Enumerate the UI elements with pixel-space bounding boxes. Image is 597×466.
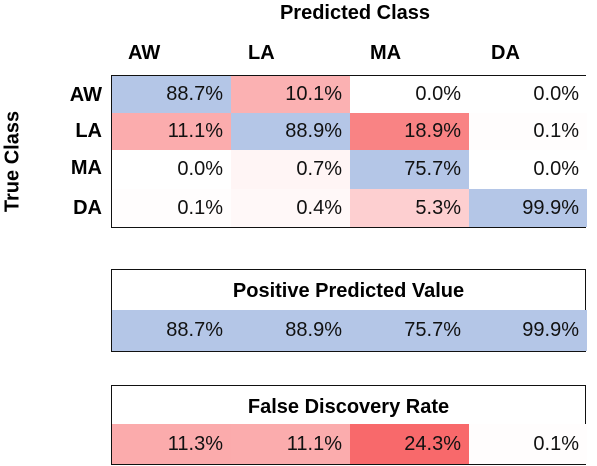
matrix-cell: 88.9% bbox=[231, 113, 350, 150]
true-class-axis-title: True Class bbox=[1, 110, 24, 213]
matrix-cell: 0.0% bbox=[112, 150, 231, 189]
matrix-cell: 10.1% bbox=[231, 76, 350, 113]
ppv-title: Positive Predicted Value bbox=[232, 280, 465, 302]
column-label-da: DA bbox=[491, 42, 520, 64]
ppv-cell: 88.7% bbox=[112, 310, 231, 351]
row-label-la: LA bbox=[75, 120, 102, 142]
fdr-title: False Discovery Rate bbox=[247, 396, 450, 418]
row-label-ma: MA bbox=[70, 157, 102, 179]
matrix-cell: 0.0% bbox=[469, 76, 587, 113]
matrix-cell: 0.0% bbox=[350, 76, 469, 113]
confusion-matrix: 88.7% 10.1% 0.0% 0.0% 11.1% 88.9% 18.9% 0.1% 0.0… bbox=[111, 75, 587, 228]
ppv-panel: Positive Predicted Value 88.7% 88.9% 75.7%… bbox=[111, 269, 587, 352]
fdr-cell: 11.1% bbox=[231, 424, 350, 464]
fdr-cell: 0.1% bbox=[469, 424, 587, 464]
ppv-cell: 75.7% bbox=[350, 310, 469, 351]
column-label-la: LA bbox=[248, 42, 275, 64]
row-label-aw: AW bbox=[69, 84, 102, 106]
predicted-class-title: Predicted Class bbox=[279, 2, 431, 24]
matrix-cell: 88.7% bbox=[112, 76, 231, 113]
matrix-cell: 0.0% bbox=[469, 150, 587, 189]
row-label-da: DA bbox=[73, 197, 102, 219]
matrix-cell: 0.4% bbox=[231, 189, 350, 227]
matrix-cell: 0.1% bbox=[469, 113, 587, 150]
matrix-cell: 11.1% bbox=[112, 113, 231, 150]
column-label-aw: AW bbox=[128, 42, 161, 64]
matrix-cell: 0.1% bbox=[112, 189, 231, 227]
fdr-panel: False Discovery Rate 11.3% 11.1% 24.3% 0.1% bbox=[111, 385, 587, 465]
matrix-cell: 18.9% bbox=[350, 113, 469, 150]
fdr-cell: 24.3% bbox=[350, 424, 469, 464]
matrix-cell: 75.7% bbox=[350, 150, 469, 189]
matrix-cell: 0.7% bbox=[231, 150, 350, 189]
column-label-ma: MA bbox=[370, 42, 402, 64]
ppv-cell: 88.9% bbox=[231, 310, 350, 351]
fdr-cell: 11.3% bbox=[112, 424, 231, 464]
ppv-cell: 99.9% bbox=[469, 310, 587, 351]
matrix-cell: 5.3% bbox=[350, 189, 469, 227]
matrix-cell: 99.9% bbox=[469, 189, 587, 227]
